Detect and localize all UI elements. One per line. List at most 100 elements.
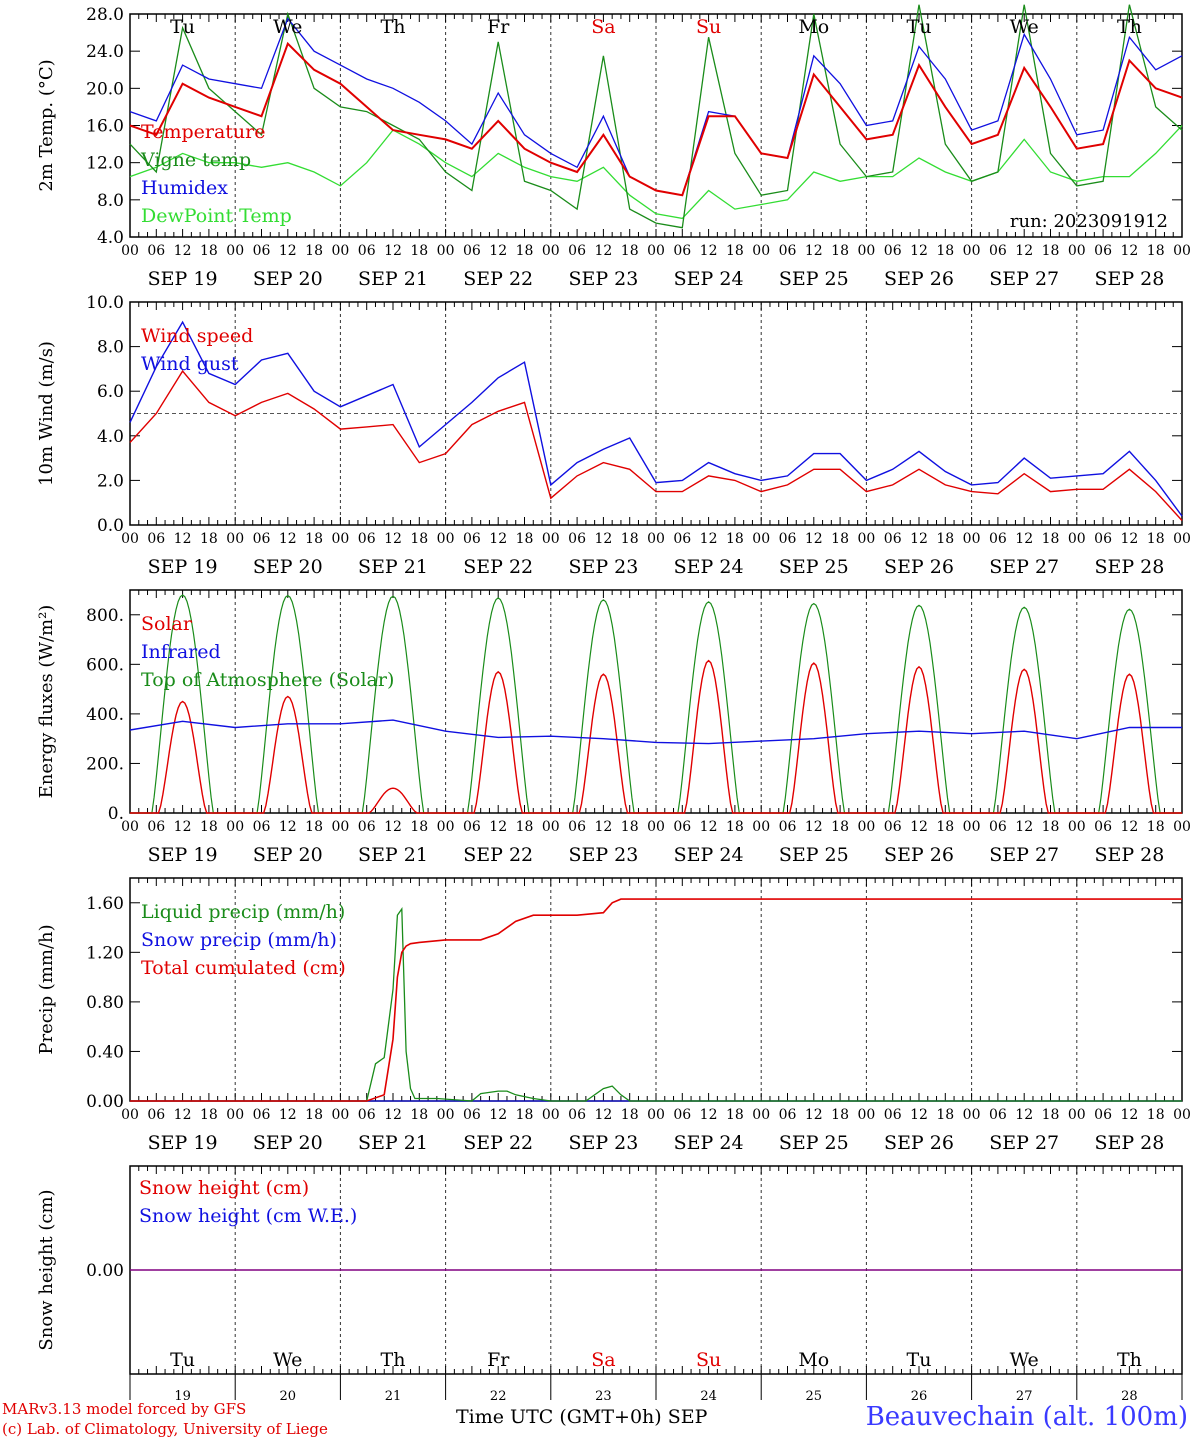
hour-tick-label: 12 [279, 531, 297, 547]
model-credit: MARv3.13 model forced by GFS [2, 1400, 247, 1418]
series-line-3 [129, 125, 1183, 220]
hour-tick-label: 06 [147, 819, 165, 835]
series-line-1 [129, 4, 1183, 229]
panel-1: 00 06 12 18 00 06 12 18 00 06 12 18 00 06 12 18 00 06 12 18… [36, 4, 1191, 290]
hour-tick-label: 18 [831, 819, 849, 835]
hour-tick-label: 12 [279, 819, 297, 835]
day-number-label: 20 [280, 1389, 297, 1404]
plot-frame [129, 13, 1183, 238]
y-tick-label: 4.0 [97, 427, 124, 447]
hour-tick-label: 00 [752, 243, 770, 259]
hour-tick-label: 00 [121, 819, 139, 835]
weekday-label: We [1010, 16, 1039, 38]
y-tick-label: 0.00 [86, 1092, 124, 1112]
weekday-label: Th [1117, 1349, 1142, 1371]
hour-tick-label: 18 [936, 1107, 954, 1123]
y-tick-label: 6.0 [97, 382, 124, 402]
legend-entry: Temperature [141, 121, 265, 143]
hour-tick-label: 12 [1015, 819, 1033, 835]
hour-tick-label: 06 [568, 531, 586, 547]
hour-tick-label: 18 [1042, 531, 1060, 547]
hour-tick-label: 06 [147, 243, 165, 259]
hour-tick-label: 00 [437, 243, 455, 259]
date-label: SEP 21 [358, 268, 428, 290]
hour-tick-label: 00 [752, 531, 770, 547]
weekday-label: We [1010, 1349, 1039, 1371]
date-label: SEP 20 [253, 268, 323, 290]
hour-tick-label: 06 [253, 531, 271, 547]
hour-tick-label: 18 [936, 243, 954, 259]
y-tick-label: 10.0 [86, 293, 124, 313]
weekday-label: Tu [170, 16, 195, 38]
hour-tick-label: 12 [174, 531, 192, 547]
y-tick-label: 0.40 [86, 1042, 124, 1062]
hour-tick-label: 06 [779, 1107, 797, 1123]
panel-3: 00 06 12 18 00 06 12 18 00 06 12 18 00 06 12 18 00 06 12 18… [36, 589, 1191, 866]
date-label: SEP 23 [568, 268, 638, 290]
y-axis-label: Energy fluxes (W/m²) [36, 605, 57, 799]
y-tick-label: 28.0 [86, 5, 124, 25]
date-label: SEP 19 [148, 1132, 218, 1154]
hour-tick-label: 00 [331, 819, 349, 835]
hour-tick-label: 12 [489, 243, 507, 259]
hour-tick-label: 12 [174, 1107, 192, 1123]
series-line-0 [129, 41, 1183, 197]
hour-tick-label: 18 [831, 531, 849, 547]
date-label: SEP 23 [568, 556, 638, 578]
hour-tick-label: 06 [884, 531, 902, 547]
hour-tick-label: 00 [1068, 531, 1086, 547]
legend-entry: Solar [141, 613, 193, 635]
hour-tick-label: 12 [910, 1107, 928, 1123]
series-line-1 [129, 320, 1183, 517]
hour-tick-label: 06 [989, 243, 1007, 259]
hour-tick-label: 00 [963, 531, 981, 547]
hour-tick-label: 12 [805, 531, 823, 547]
hour-tick-label: 00 [331, 243, 349, 259]
hour-tick-label: 06 [673, 1107, 691, 1123]
hour-tick-label: 06 [673, 531, 691, 547]
hour-tick-label: 12 [910, 531, 928, 547]
hour-tick-label: 06 [1094, 531, 1112, 547]
day-number-label: 26 [911, 1389, 928, 1404]
hour-tick-label: 18 [726, 531, 744, 547]
date-label: SEP 23 [568, 1132, 638, 1154]
hour-tick-label: 00 [542, 819, 560, 835]
legend-entry: Snow precip (mm/h) [141, 929, 337, 951]
hour-tick-label: 18 [621, 1107, 639, 1123]
hour-tick-label: 06 [779, 243, 797, 259]
hour-tick-label: 18 [516, 819, 534, 835]
date-label: SEP 22 [463, 1132, 533, 1154]
weekday-label: Sa [591, 1349, 615, 1371]
hour-tick-label: 00 [1173, 1107, 1191, 1123]
day-number-label: 24 [700, 1389, 717, 1404]
day-number-label: 28 [1121, 1389, 1138, 1404]
hour-tick-label: 18 [305, 243, 323, 259]
y-axis-label: 2m Temp. (°C) [36, 59, 57, 191]
y-tick-label: 0.0 [97, 516, 124, 536]
hour-tick-label: 12 [700, 531, 718, 547]
hour-tick-label: 18 [200, 819, 218, 835]
hour-tick-label: 00 [1173, 531, 1191, 547]
hour-tick-label: 06 [884, 819, 902, 835]
series-line-0 [130, 907, 1182, 1102]
hour-tick-label: 12 [279, 243, 297, 259]
hour-tick-label: 00 [437, 819, 455, 835]
hour-tick-label: 06 [568, 1107, 586, 1123]
hour-tick-label: 18 [1147, 819, 1165, 835]
hour-tick-label: 12 [489, 819, 507, 835]
hour-tick-label: 06 [147, 1107, 165, 1123]
hour-tick-label: 00 [121, 531, 139, 547]
hour-tick-label: 18 [726, 243, 744, 259]
run-label: run: 2023091912 [1010, 211, 1168, 232]
y-axis-label: Precip (mm/h) [36, 924, 57, 1054]
date-label: SEP 19 [148, 556, 218, 578]
hour-tick-label: 06 [1094, 1107, 1112, 1123]
hour-tick-label: 00 [542, 1107, 560, 1123]
date-label: SEP 21 [358, 844, 428, 866]
hour-tick-label: 00 [963, 819, 981, 835]
hour-tick-label: 18 [1042, 819, 1060, 835]
hour-tick-label: 12 [279, 1107, 297, 1123]
date-label: SEP 24 [674, 556, 744, 578]
hour-tick-label: 18 [1147, 243, 1165, 259]
date-label: SEP 25 [779, 1132, 849, 1154]
